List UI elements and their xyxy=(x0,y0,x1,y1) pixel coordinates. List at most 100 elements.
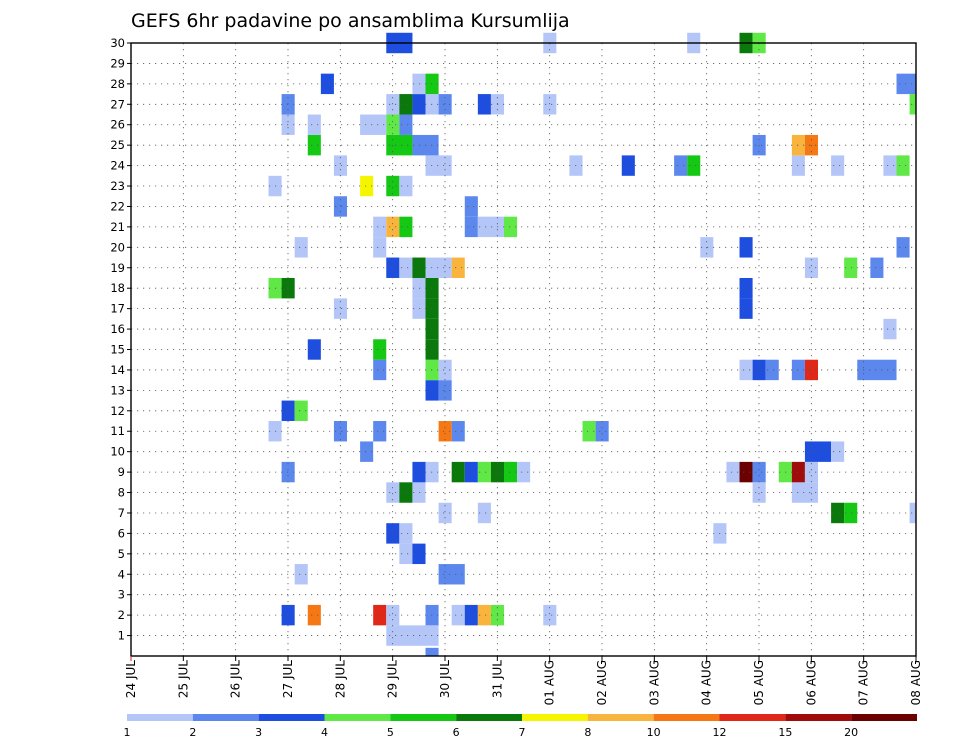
precip-cell xyxy=(438,94,452,115)
x-tick-label: 29 JUL xyxy=(386,660,400,698)
precip-cell xyxy=(386,216,400,238)
precip-cell xyxy=(360,175,374,197)
precip-cell xyxy=(582,421,596,442)
y-tick-label: 11 xyxy=(110,424,125,438)
precip-cell xyxy=(739,298,753,319)
colorbar-label: 3 xyxy=(255,726,262,739)
precip-cell xyxy=(386,482,400,503)
precip-cell xyxy=(438,380,452,401)
x-tick-label: 27 JUL xyxy=(281,660,295,698)
y-tick-label: 16 xyxy=(110,322,125,336)
precip-cell xyxy=(399,543,413,565)
y-tick-label: 22 xyxy=(110,199,125,213)
colorbar-label: 1 xyxy=(124,726,131,739)
precip-cell xyxy=(425,155,452,176)
precip-cell xyxy=(373,359,387,381)
precip-cell xyxy=(412,277,426,299)
precip-cell xyxy=(752,482,766,503)
precip-cell xyxy=(360,114,387,135)
x-tick-label: 08 AUG xyxy=(909,660,923,705)
precip-cell xyxy=(373,339,387,360)
precip-cell xyxy=(739,461,753,483)
precip-cell xyxy=(896,237,910,258)
y-tick-label: 10 xyxy=(110,445,125,459)
precip-cell xyxy=(373,216,387,238)
colorbar-label: 4 xyxy=(321,726,328,739)
precip-cell xyxy=(621,155,635,176)
colorbar-swatch xyxy=(587,714,654,721)
precip-cell xyxy=(464,216,478,238)
precip-cell xyxy=(504,216,518,238)
precip-cell xyxy=(386,94,400,115)
precip-cell xyxy=(791,359,805,381)
precip-cell xyxy=(307,339,321,360)
x-tick-label: 01 AUG xyxy=(543,660,557,705)
precip-cell xyxy=(412,543,426,565)
precip-cell xyxy=(438,359,452,381)
precip-cell xyxy=(791,461,805,483)
precip-cell xyxy=(477,216,505,238)
colorbar-swatch xyxy=(653,714,720,721)
y-tick-label: 2 xyxy=(118,608,125,622)
precip-cell xyxy=(791,482,819,503)
precip-cell xyxy=(804,257,819,278)
colorbar-swatch xyxy=(456,714,522,721)
y-tick-label: 18 xyxy=(110,281,125,295)
precip-cell xyxy=(412,482,426,503)
x-tick-label: 24 JUL xyxy=(124,660,138,698)
precip-cell xyxy=(831,441,845,462)
precip-cell xyxy=(883,155,897,176)
precip-cell xyxy=(307,604,321,626)
precip-cell xyxy=(438,502,452,524)
precip-cell xyxy=(386,175,400,197)
precip-cell xyxy=(386,604,400,626)
precip-cell xyxy=(726,461,740,483)
precip-cell xyxy=(294,564,308,585)
colorbar-swatch xyxy=(258,714,325,721)
y-tick-label: 9 xyxy=(118,465,125,479)
precip-cell xyxy=(307,134,321,156)
precip-cell xyxy=(425,257,452,278)
precip-cell xyxy=(333,155,348,176)
y-tick-label: 19 xyxy=(110,261,125,275)
y-tick-label: 1 xyxy=(118,629,125,643)
colorbar-swatch xyxy=(719,714,786,721)
precip-cell xyxy=(399,482,413,503)
colorbar-label: 8 xyxy=(584,726,591,739)
y-tick-label: 12 xyxy=(110,404,125,418)
precip-cell xyxy=(333,196,348,217)
precip-cell xyxy=(399,175,413,197)
x-tick-label: 28 JUL xyxy=(333,660,347,698)
precip-cell xyxy=(739,237,753,258)
precip-cell xyxy=(399,216,413,238)
colorbar-label: 10 xyxy=(647,726,661,739)
precip-cell xyxy=(464,604,478,626)
precip-cell xyxy=(857,359,897,381)
precip-cell xyxy=(412,73,426,95)
precip-cell xyxy=(595,421,609,442)
gridlines xyxy=(131,42,916,656)
precip-cell xyxy=(909,94,916,115)
chart-title: GEFS 6hr padavine po ansamblima Kursumli… xyxy=(131,10,570,32)
y-axis: 1234567891011121314151617181920212223242… xyxy=(110,36,131,643)
precip-cell xyxy=(333,298,348,319)
precip-cell xyxy=(896,155,910,176)
y-tick-label: 8 xyxy=(118,486,125,500)
precip-cell xyxy=(477,94,491,115)
precip-cell xyxy=(543,94,557,115)
precip-cell xyxy=(464,461,478,483)
precip-cell xyxy=(791,134,805,156)
precip-cell xyxy=(844,257,858,278)
precip-cell xyxy=(412,298,426,319)
precip-cell xyxy=(517,461,531,483)
precip-cell xyxy=(438,564,465,585)
y-tick-label: 30 xyxy=(110,36,125,50)
precip-cell xyxy=(831,155,845,176)
precip-cell xyxy=(739,359,753,381)
precip-cell xyxy=(412,257,426,278)
y-tick-label: 29 xyxy=(110,56,125,70)
y-tick-label: 20 xyxy=(110,240,125,254)
x-tick-label: 05 AUG xyxy=(752,660,766,705)
precip-cell xyxy=(438,421,452,442)
precip-cell xyxy=(399,94,413,115)
